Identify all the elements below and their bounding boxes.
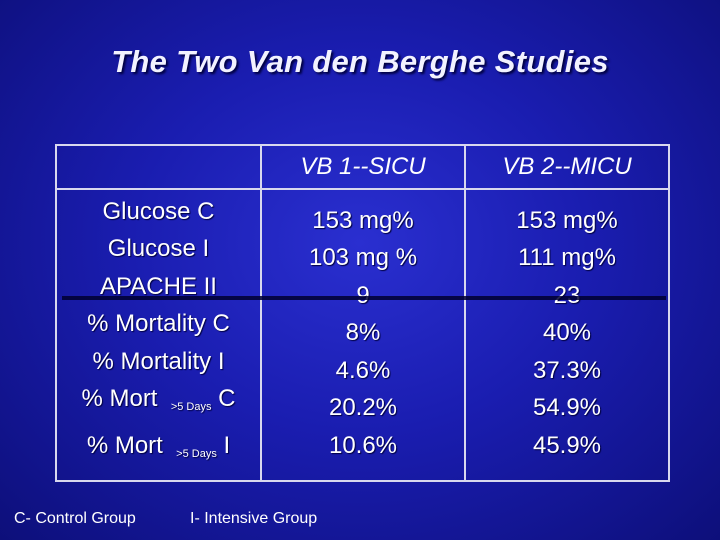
- vb2-mortality-c: 40%: [542, 319, 592, 347]
- vb2-glucose-c: 153 mg%: [516, 206, 618, 234]
- header-cell-empty: [55, 144, 262, 190]
- vb1-mortality-i: 4.6%: [335, 356, 391, 384]
- row-label-mortality-i: % Mortality I: [92, 347, 225, 375]
- row-label-glucose-c: Glucose C: [102, 197, 215, 225]
- row-label-glucose-i: Glucose I: [107, 235, 210, 263]
- vb2-glucose-i: 111 mg%: [518, 244, 616, 272]
- vb2-mortality-i: 37.3%: [532, 356, 602, 384]
- vb2-mort-5d-i: 45.9%: [532, 431, 602, 459]
- table-body-row: Glucose C Glucose I APACHE II % Mortalit…: [55, 188, 670, 482]
- footer-legend-control: C- Control Group: [14, 510, 136, 527]
- vb1-glucose-i: 103 mg %: [308, 244, 418, 272]
- mort-5d-i-main: % Mort: [86, 431, 163, 459]
- comparison-table: VB 1--SICU VB 2--MICU Glucose C Glucose …: [55, 144, 670, 482]
- vb1-mort-5d-c: 20.2%: [328, 394, 398, 422]
- mort-5d-i-sub: >5 Days: [176, 447, 217, 460]
- vb2-apache: 23: [466, 277, 668, 315]
- vb1-mortality-c: 8%: [345, 319, 381, 347]
- header-cell-vb1: VB 1--SICU: [260, 144, 466, 190]
- row-label-mortality-c: % Mortality C: [87, 310, 230, 338]
- mort-5d-i-suffix: I: [223, 431, 231, 459]
- table-header-row: VB 1--SICU VB 2--MICU: [55, 144, 670, 190]
- vb1-glucose-c: 153 mg%: [312, 206, 414, 234]
- slide-title: The Two Van den Berghe Studies: [111, 44, 609, 79]
- vb2-mort-5d-c: 54.9%: [532, 394, 602, 422]
- mort-5d-c-suffix: C: [218, 385, 236, 413]
- footer-legend-intensive: I- Intensive Group: [190, 510, 318, 527]
- vb2-values-column: 153 mg% 111 mg% 23 40% 37.3% 54.9% 45.9%: [464, 188, 670, 482]
- vb1-values-column: 153 mg% 103 mg % 9 8% 4.6% 20.2% 10.6%: [260, 188, 466, 482]
- row-labels-column: Glucose C Glucose I APACHE II % Mortalit…: [55, 188, 262, 482]
- row-label-apache: APACHE II: [100, 272, 217, 300]
- vb1-mort-5d-i: 10.6%: [328, 431, 398, 459]
- header-cell-vb2: VB 2--MICU: [464, 144, 670, 190]
- mort-5d-c-main: % Mort: [81, 385, 158, 413]
- divider-band: [62, 296, 666, 300]
- row-label-mort-5d-i: % Mort >5 Days I: [57, 427, 260, 474]
- row-label-mort-5d-c: % Mort >5 Days C: [57, 380, 260, 427]
- vb1-apache: 9: [262, 277, 464, 315]
- mort-5d-c-sub: >5 Days: [170, 401, 212, 414]
